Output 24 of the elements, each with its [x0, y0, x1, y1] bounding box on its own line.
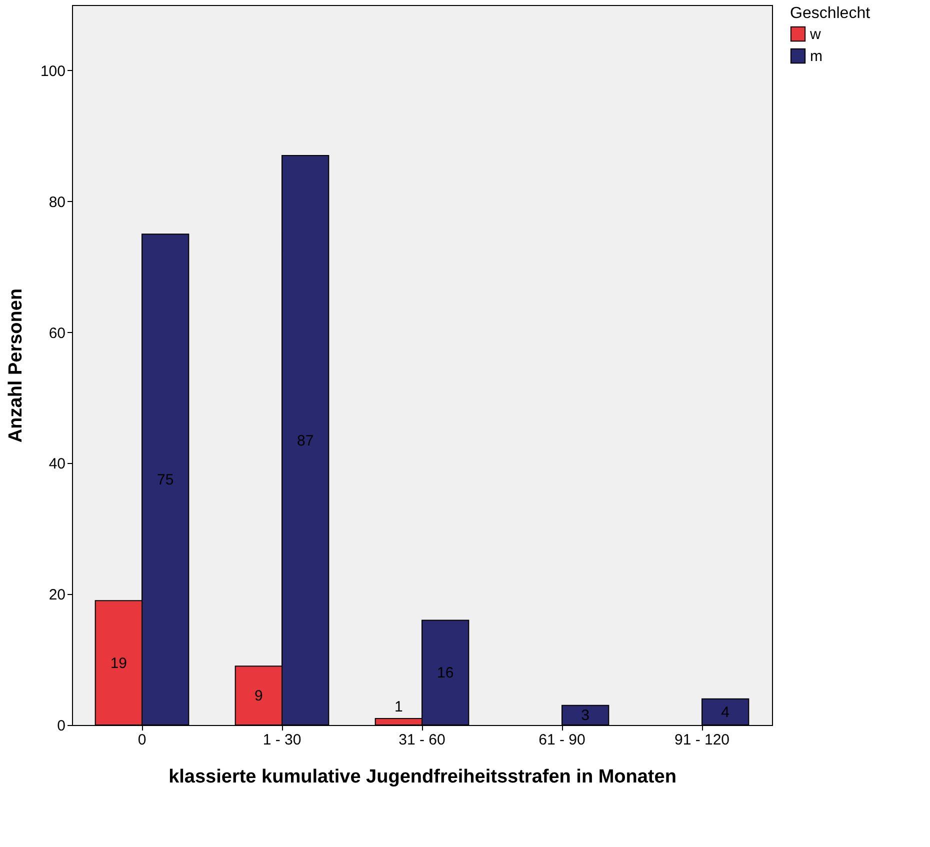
legend-title: Geschlecht: [790, 5, 871, 22]
y-tick-label: 40: [48, 456, 66, 473]
legend-label: w: [809, 26, 821, 43]
data-label: 87: [296, 432, 314, 450]
legend-label: m: [810, 48, 822, 65]
y-tick-label: 60: [48, 324, 66, 342]
data-label: 9: [254, 688, 263, 705]
x-tick-label: 1 - 30: [262, 732, 302, 748]
x-tick-label: 61 - 90: [538, 732, 586, 748]
data-label: 3: [581, 707, 590, 724]
y-tick-label: 80: [48, 194, 66, 211]
data-label: 4: [721, 704, 730, 721]
y-tick-label: 20: [48, 586, 66, 604]
x-tick-label: 31 - 60: [398, 732, 446, 748]
x-tick-label: 0: [138, 732, 146, 748]
data-label: 16: [436, 664, 454, 682]
y-tick-label: 0: [57, 718, 66, 734]
x-axis-title: klassierte kumulative Jugendfreiheitsstrafen in Monaten: [168, 766, 676, 788]
data-label: 1: [394, 698, 403, 716]
y-tick-label: 100: [40, 62, 66, 80]
data-label: 75: [156, 472, 174, 489]
y-axis-title: Anzahl Personen: [5, 288, 26, 443]
data-label: 19: [110, 654, 128, 672]
x-tick-label: 91 - 120: [674, 732, 730, 748]
